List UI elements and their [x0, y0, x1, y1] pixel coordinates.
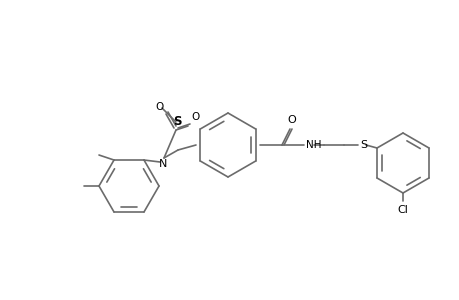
Text: S: S: [173, 115, 181, 128]
Text: O: O: [287, 115, 296, 125]
Text: N: N: [158, 159, 167, 169]
Text: O: O: [190, 112, 199, 122]
Text: O: O: [156, 102, 164, 112]
Text: Cl: Cl: [397, 205, 408, 215]
Text: S: S: [359, 140, 366, 150]
Text: NH: NH: [305, 140, 321, 150]
